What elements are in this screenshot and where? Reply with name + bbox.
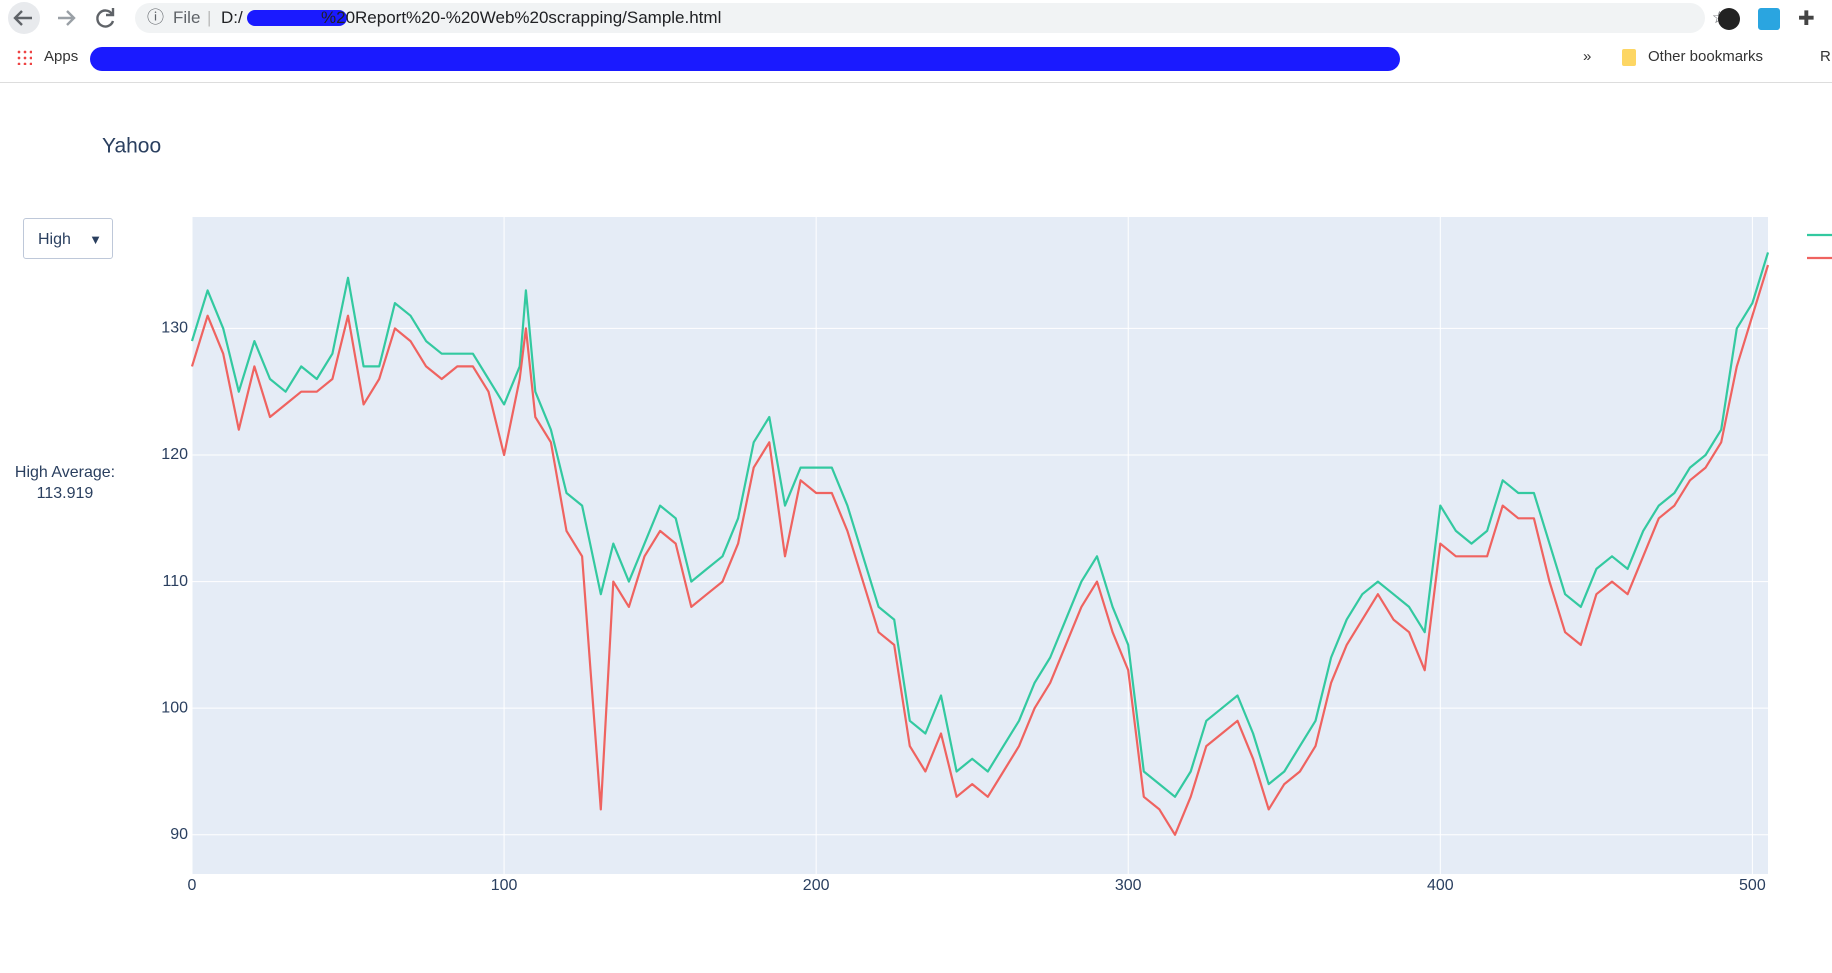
x-tick-label: 400 [1427,877,1454,894]
x-tick-label: 0 [188,877,197,894]
folder-icon [1622,49,1636,66]
browser-chrome: ⓘ File | D:/ %20Report%20-%20Web%20scrap… [0,0,1832,83]
annotation: High Average: 113.919 [0,462,130,504]
annotation-value: 113.919 [36,485,94,502]
extension-icon[interactable] [1718,8,1740,30]
dropdown[interactable]: High ▼ [23,218,113,259]
x-tick-label: 200 [803,877,830,894]
y-tick-label: 120 [161,446,188,463]
annotation-label: High Average: [14,464,116,481]
redaction [90,47,1400,71]
other-bookmarks[interactable]: Other bookmarks [1648,48,1764,65]
separator: | [207,8,212,27]
y-tick-label: 90 [170,826,188,843]
url-path: %20Report%20-%20Web%20scrapping/Sample.h… [321,8,722,27]
nav-buttons [8,2,115,34]
back-icon [13,10,32,26]
bookmark-overflow[interactable]: » [1583,48,1592,65]
plot-background [192,217,1768,874]
address-bar[interactable]: ⓘ File | D:/ %20Report%20-%20Web%20scrap… [135,3,1727,33]
x-tick-label: 500 [1739,877,1766,894]
y-tick-label: 100 [161,699,188,716]
forward-icon[interactable] [58,10,76,26]
chart-title: Yahoo [102,135,161,158]
extension-icon[interactable] [1758,8,1780,30]
bookmark[interactable]: Apps [44,48,79,65]
extensions-icon[interactable]: ✚ [1798,8,1815,30]
info-icon: ⓘ [147,8,164,27]
reading-list[interactable]: R [1820,48,1831,65]
reload-icon[interactable] [96,8,115,28]
series-line [190,252,1770,798]
redaction [247,10,347,26]
scheme: File [173,8,201,27]
apps-icon [16,49,32,65]
drive: D:/ [221,8,243,27]
y-tick-label: 110 [162,573,188,590]
x-tick-label: 300 [1115,877,1142,894]
x-tick-label: 100 [491,877,518,894]
y-tick-label: 130 [161,320,188,337]
series-line [190,264,1770,836]
dropdown-arrow: ▼ [89,232,102,247]
dropdown-value: High [38,231,71,248]
